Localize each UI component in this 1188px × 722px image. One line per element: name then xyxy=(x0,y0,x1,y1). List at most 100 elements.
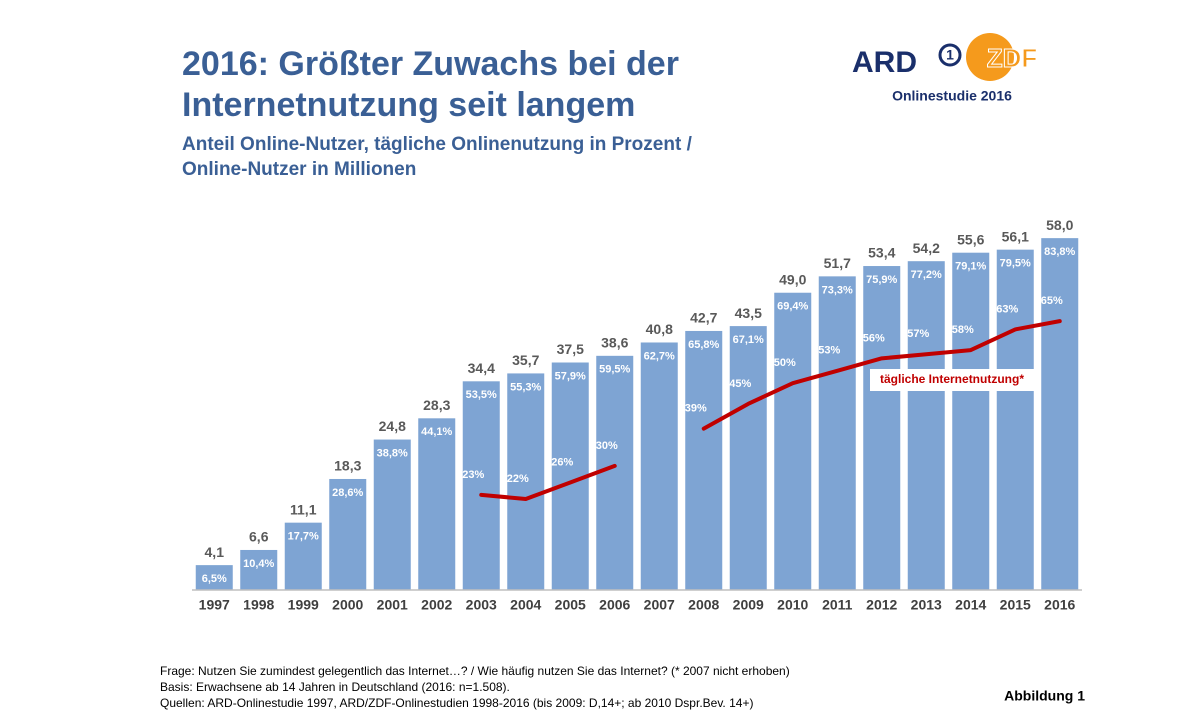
x-tick-label: 2008 xyxy=(688,597,719,613)
line-value-label: 65% xyxy=(1041,295,1063,307)
x-tick-label: 2006 xyxy=(599,597,630,613)
legend-box xyxy=(870,369,1034,391)
bar xyxy=(907,261,945,590)
share-label: 83,8% xyxy=(1044,246,1075,258)
logo-ard-mark: 1 xyxy=(946,47,954,63)
figure-label: Abbildung 1 xyxy=(1004,688,1085,704)
x-tick-label: 2003 xyxy=(466,597,497,613)
line-value-label: 26% xyxy=(551,456,573,468)
share-label: 79,1% xyxy=(955,261,986,273)
bar-value-label: 38,6 xyxy=(601,335,628,351)
share-label: 77,2% xyxy=(911,269,942,281)
share-label: 38,8% xyxy=(377,447,408,459)
share-label: 44,1% xyxy=(421,426,452,438)
bar-value-label: 18,3 xyxy=(334,458,361,474)
share-label: 69,4% xyxy=(777,301,808,313)
bar xyxy=(729,326,767,590)
bar xyxy=(952,252,990,590)
bar xyxy=(818,276,856,590)
bar-value-label: 51,7 xyxy=(824,255,851,271)
share-label: 59,5% xyxy=(599,364,630,376)
bar-value-label: 49,0 xyxy=(779,271,806,287)
share-label: 57,9% xyxy=(555,370,586,382)
bar xyxy=(596,355,634,590)
line-value-label: 39% xyxy=(685,403,707,415)
footnote: Frage: Nutzen Sie zumindest gelegentlich… xyxy=(160,664,790,678)
bar-value-label: 37,5 xyxy=(557,341,584,357)
bar-value-label: 42,7 xyxy=(690,310,717,326)
x-tick-label: 2000 xyxy=(332,597,363,613)
line-value-label: 53% xyxy=(818,345,840,357)
x-tick-label: 2012 xyxy=(866,597,897,613)
bar xyxy=(373,439,411,590)
line-value-label: 63% xyxy=(996,303,1018,315)
bar-value-label: 28,3 xyxy=(423,397,450,413)
share-label: 79,5% xyxy=(1000,258,1031,270)
x-tick-label: 2001 xyxy=(377,597,408,613)
line-value-label: 57% xyxy=(907,328,929,340)
line-value-label: 30% xyxy=(596,440,618,452)
line-value-label: 56% xyxy=(863,332,885,344)
bar-value-label: 54,2 xyxy=(913,240,940,256)
legend-label: tägliche Internetnutzung* xyxy=(880,372,1024,386)
bar-value-label: 53,4 xyxy=(868,245,895,261)
bar-value-label: 43,5 xyxy=(735,305,762,321)
x-tick-label: 2004 xyxy=(510,597,541,613)
x-tick-label: 1997 xyxy=(199,597,230,613)
bar xyxy=(774,292,812,590)
x-tick-label: 2015 xyxy=(1000,597,1031,613)
footnote: Basis: Erwachsene ab 14 Jahren in Deutsc… xyxy=(160,680,510,694)
bar-value-label: 56,1 xyxy=(1002,228,1029,244)
logo-ring xyxy=(938,43,962,67)
bar xyxy=(863,266,901,590)
bar xyxy=(418,418,456,590)
logo-circle xyxy=(966,33,1014,81)
x-tick-label: 2014 xyxy=(955,597,986,613)
x-tick-label: 2005 xyxy=(555,597,586,613)
line-value-label: 23% xyxy=(462,469,484,481)
bar-value-label: 55,6 xyxy=(957,231,984,247)
footnote: Quellen: ARD-Onlinestudie 1997, ARD/ZDF-… xyxy=(160,696,753,710)
share-label: 62,7% xyxy=(644,350,675,362)
bar-value-label: 34,4 xyxy=(468,360,495,376)
bar-value-label: 40,8 xyxy=(646,321,673,337)
share-label: 65,8% xyxy=(688,339,719,351)
line-value-label: 22% xyxy=(507,473,529,485)
x-tick-label: 2016 xyxy=(1044,597,1075,613)
bar xyxy=(996,249,1034,590)
bar-value-label: 4,1 xyxy=(205,544,225,560)
logo-caption: Onlinestudie 2016 xyxy=(892,88,1012,104)
x-tick-label: 1999 xyxy=(288,597,319,613)
bar-value-label: 6,6 xyxy=(249,529,269,545)
bar xyxy=(284,522,322,590)
bar xyxy=(195,565,233,590)
x-tick-label: 1998 xyxy=(243,597,274,613)
share-label: 28,6% xyxy=(332,487,363,499)
line-value-label: 58% xyxy=(952,324,974,336)
bar-value-label: 11,1 xyxy=(290,501,317,517)
x-tick-label: 2010 xyxy=(777,597,808,613)
bar xyxy=(1041,238,1079,590)
line xyxy=(479,319,1062,501)
share-label: 10,4% xyxy=(243,558,274,570)
bar-value-label: 24,8 xyxy=(379,418,406,434)
title: 2016: Größter Zuwachs bei der xyxy=(182,45,679,83)
logo: ARD 1 ZDF Onlinestudie 2016 xyxy=(852,33,1038,104)
x-tick-label: 2002 xyxy=(421,597,452,613)
x-tick-label: 2011 xyxy=(822,597,853,613)
x-tick-label: 2013 xyxy=(911,597,942,613)
share-label: 67,1% xyxy=(733,334,764,346)
bar xyxy=(507,373,545,590)
logo-ard: ARD xyxy=(852,46,917,79)
x-tick-label: 2009 xyxy=(733,597,764,613)
line-value-label: 50% xyxy=(774,357,796,369)
bar-value-label: 58,0 xyxy=(1046,217,1073,233)
title: Internetnutzung seit langem xyxy=(182,86,635,124)
bar xyxy=(329,478,367,590)
bar xyxy=(462,381,500,590)
line-value-label: 45% xyxy=(729,378,751,390)
share-label: 73,3% xyxy=(822,284,853,296)
share-label: 17,7% xyxy=(288,531,319,543)
share-label: 55,3% xyxy=(510,381,541,393)
x-tick-label: 2007 xyxy=(644,597,675,613)
